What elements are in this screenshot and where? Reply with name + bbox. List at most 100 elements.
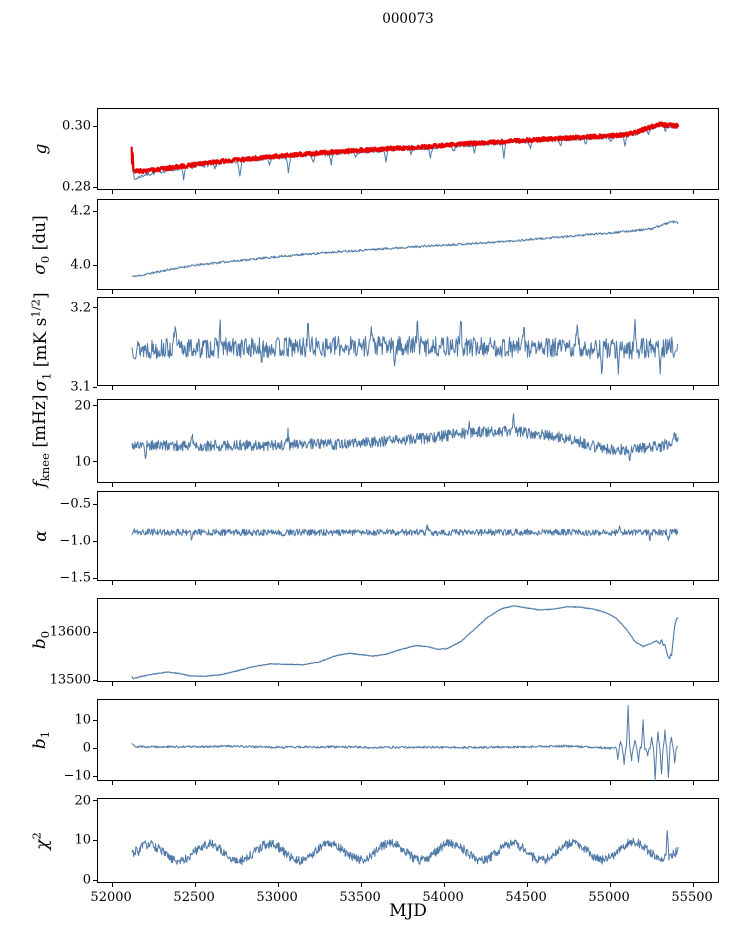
x-tick xyxy=(692,682,694,686)
x-tick xyxy=(360,386,362,390)
y-tick xyxy=(93,679,97,681)
y-tick-label: 0.28 xyxy=(62,179,91,195)
x-tick xyxy=(360,483,362,487)
series-b1-0 xyxy=(131,705,679,781)
x-tick xyxy=(194,781,196,785)
x-tick-label: 55500 xyxy=(671,890,713,905)
y-tick-label: 0.30 xyxy=(62,118,91,134)
x-tick xyxy=(111,781,113,785)
x-tick xyxy=(443,682,445,686)
y-tick-label: 13500 xyxy=(49,672,91,688)
x-tick-label: 52500 xyxy=(173,890,215,905)
x-tick xyxy=(194,682,196,686)
y-tick xyxy=(93,264,97,266)
x-tick xyxy=(443,386,445,390)
series-g-1 xyxy=(130,121,680,175)
x-tick-label: 53000 xyxy=(256,890,298,905)
subplot-sigma1: 3.2 3.1 xyxy=(70,297,719,394)
y-tick-label: 3.2 xyxy=(70,300,91,316)
series-alpha-0 xyxy=(131,524,679,542)
x-tick xyxy=(277,190,279,194)
x-tick xyxy=(609,581,611,585)
y-tick xyxy=(93,307,97,309)
x-tick xyxy=(443,290,445,294)
y-tick xyxy=(93,747,97,749)
y-tick-label: 20 xyxy=(74,398,91,414)
x-tick xyxy=(526,483,528,487)
subplot-b0: 13600 13500 xyxy=(50,598,719,687)
y-tick xyxy=(93,186,97,188)
y-tick xyxy=(93,577,97,579)
series-sigma1-0 xyxy=(131,318,679,375)
x-tick xyxy=(277,581,279,585)
y-tick-label: 4.0 xyxy=(70,257,91,273)
x-tick xyxy=(277,386,279,390)
x-tick xyxy=(692,483,694,487)
y-tick xyxy=(93,125,97,127)
x-tick xyxy=(194,883,196,887)
x-tick xyxy=(443,781,445,785)
y-tick xyxy=(93,405,97,407)
y-tick-label: −1.0 xyxy=(59,533,91,549)
subplot-alpha: −0.5 −1.0 −1.5 xyxy=(59,491,719,585)
x-tick xyxy=(194,290,196,294)
x-tick xyxy=(194,190,196,194)
y-tick xyxy=(93,386,97,388)
y-tick-label: 13600 xyxy=(49,624,91,640)
x-tick xyxy=(194,483,196,487)
x-tick xyxy=(526,682,528,686)
x-tick xyxy=(360,682,362,686)
subplot-sigma0: 4.2 4.0 xyxy=(70,199,719,294)
x-tick xyxy=(609,386,611,390)
x-tick xyxy=(194,581,196,585)
x-tick xyxy=(360,190,362,194)
x-axis-label: MJD xyxy=(389,901,427,921)
x-tick xyxy=(526,781,528,785)
subplot-g: 0.30 0.28 xyxy=(62,108,719,194)
series-fknee-0 xyxy=(131,413,679,462)
x-tick-label: 55000 xyxy=(588,890,630,905)
x-tick xyxy=(360,290,362,294)
y-tick xyxy=(93,879,97,881)
y-tick-label: 10 xyxy=(74,454,91,470)
y-tick xyxy=(93,503,97,505)
subplot-chi2: 20 10 0 xyxy=(74,794,719,887)
x-tick xyxy=(609,483,611,487)
x-tick xyxy=(111,190,113,194)
subplot-fknee: 20 10 xyxy=(74,399,719,487)
x-tick xyxy=(609,290,611,294)
x-tick xyxy=(443,483,445,487)
y-tick-label: 20 xyxy=(74,793,91,809)
x-tick xyxy=(526,581,528,585)
x-tick xyxy=(692,290,694,294)
y-tick-label: 4.2 xyxy=(70,203,91,219)
x-tick xyxy=(277,483,279,487)
x-tick xyxy=(360,883,362,887)
x-tick xyxy=(692,386,694,390)
y-tick xyxy=(93,631,97,633)
y-tick xyxy=(93,461,97,463)
x-tick xyxy=(277,290,279,294)
x-tick xyxy=(692,190,694,194)
x-tick xyxy=(194,386,196,390)
x-tick xyxy=(277,682,279,686)
y-tick xyxy=(93,839,97,841)
y-tick xyxy=(93,719,97,721)
x-tick xyxy=(277,781,279,785)
y-tick xyxy=(93,210,97,212)
series-b0-0 xyxy=(131,605,679,680)
x-tick xyxy=(360,781,362,785)
x-tick xyxy=(609,682,611,686)
subplot-b1: 10 0 −10 xyxy=(64,699,719,785)
x-tick xyxy=(111,682,113,686)
x-tick xyxy=(692,581,694,585)
y-tick-label: 0 xyxy=(82,740,91,756)
figure-title: 000073 xyxy=(382,11,434,27)
x-tick xyxy=(443,190,445,194)
x-tick-label: 54000 xyxy=(422,890,464,905)
x-tick xyxy=(111,883,113,887)
x-tick xyxy=(526,386,528,390)
y-tick-label: −1.5 xyxy=(59,570,91,586)
x-tick xyxy=(692,883,694,887)
